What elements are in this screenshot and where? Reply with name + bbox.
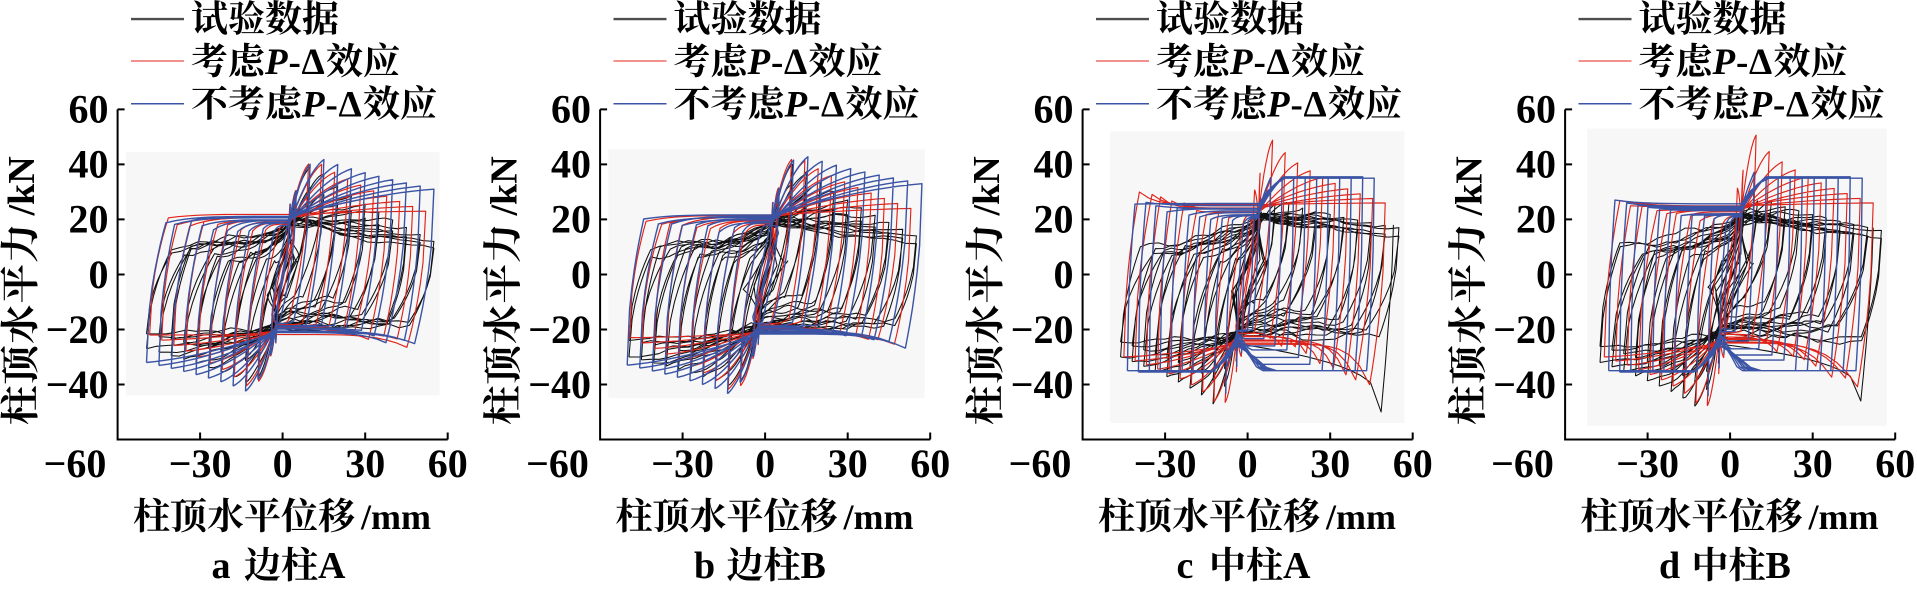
svg-text:40: 40 xyxy=(1516,142,1556,187)
svg-text:-: - xyxy=(1291,85,1303,126)
svg-text:0: 0 xyxy=(571,252,591,297)
svg-text:A: A xyxy=(318,545,346,587)
svg-text:Δ: Δ xyxy=(821,85,844,126)
svg-text:−60: −60 xyxy=(1009,441,1072,486)
svg-text:P: P xyxy=(1712,42,1736,83)
svg-text:30: 30 xyxy=(1793,441,1833,486)
svg-text:P: P xyxy=(784,85,808,126)
svg-text:/mm: /mm xyxy=(1325,497,1396,537)
svg-text:−40: −40 xyxy=(528,362,591,407)
svg-text:20: 20 xyxy=(1034,197,1074,242)
svg-text:P: P xyxy=(1229,42,1253,83)
svg-text:−60: −60 xyxy=(1491,441,1554,486)
svg-text:−30: −30 xyxy=(1616,441,1679,486)
svg-text:−30: −30 xyxy=(651,441,714,486)
svg-text:30: 30 xyxy=(1310,441,1350,486)
svg-text:30: 30 xyxy=(345,441,385,486)
svg-text:d: d xyxy=(1659,545,1680,587)
svg-text:60: 60 xyxy=(69,87,109,132)
svg-text:−20: −20 xyxy=(528,307,591,352)
svg-text:A: A xyxy=(1283,545,1311,587)
svg-text:a: a xyxy=(212,545,231,587)
svg-text:Δ: Δ xyxy=(302,42,325,83)
svg-text:0: 0 xyxy=(89,252,109,297)
svg-text:−40: −40 xyxy=(1493,362,1556,407)
svg-text:0: 0 xyxy=(1054,252,1074,297)
svg-text:40: 40 xyxy=(551,142,591,187)
svg-text:20: 20 xyxy=(551,197,591,242)
svg-text:−40: −40 xyxy=(46,362,109,407)
svg-text:20: 20 xyxy=(69,197,109,242)
svg-text:b: b xyxy=(694,545,715,587)
svg-text:-: - xyxy=(1736,42,1748,83)
svg-text:P: P xyxy=(1266,85,1290,126)
svg-text:Δ: Δ xyxy=(1749,42,1772,83)
svg-text:c: c xyxy=(1177,545,1194,587)
svg-text:/kN: /kN xyxy=(484,156,526,216)
svg-text:Δ: Δ xyxy=(784,42,807,83)
svg-text:−60: −60 xyxy=(44,441,107,486)
svg-text:-: - xyxy=(808,85,820,126)
svg-text:Δ: Δ xyxy=(1786,85,1809,126)
svg-text:60: 60 xyxy=(551,87,591,132)
svg-text:60: 60 xyxy=(1393,441,1433,486)
svg-text:−20: −20 xyxy=(1493,307,1556,352)
svg-text:20: 20 xyxy=(1516,197,1556,242)
svg-text:0: 0 xyxy=(1238,441,1258,486)
svg-text:0: 0 xyxy=(1536,252,1556,297)
svg-text:Δ: Δ xyxy=(339,85,362,126)
svg-text:-: - xyxy=(1773,85,1785,126)
svg-text:40: 40 xyxy=(1034,142,1074,187)
svg-text:/mm: /mm xyxy=(360,497,431,537)
svg-text:60: 60 xyxy=(910,441,950,486)
svg-text:/kN: /kN xyxy=(1449,156,1491,216)
svg-text:P: P xyxy=(747,42,771,83)
svg-text:−20: −20 xyxy=(1011,307,1074,352)
svg-text:−60: −60 xyxy=(526,441,589,486)
svg-text:-: - xyxy=(326,85,338,126)
svg-text:−20: −20 xyxy=(46,307,109,352)
svg-text:30: 30 xyxy=(828,441,868,486)
svg-text:0: 0 xyxy=(1720,441,1740,486)
svg-text:/mm: /mm xyxy=(843,497,914,537)
svg-text:/kN: /kN xyxy=(1,156,43,216)
svg-text:−40: −40 xyxy=(1011,362,1074,407)
svg-text:0: 0 xyxy=(273,441,293,486)
svg-text:40: 40 xyxy=(69,142,109,187)
svg-text:Δ: Δ xyxy=(1267,42,1290,83)
svg-text:/mm: /mm xyxy=(1808,497,1879,537)
svg-text:60: 60 xyxy=(428,441,468,486)
svg-text:/kN: /kN xyxy=(966,156,1008,216)
svg-text:P: P xyxy=(264,42,288,83)
svg-text:−30: −30 xyxy=(169,441,232,486)
svg-text:P: P xyxy=(301,85,325,126)
svg-text:60: 60 xyxy=(1875,441,1915,486)
svg-text:Δ: Δ xyxy=(1304,85,1327,126)
svg-text:60: 60 xyxy=(1034,87,1074,132)
svg-text:P: P xyxy=(1749,85,1773,126)
svg-text:-: - xyxy=(289,42,301,83)
svg-text:0: 0 xyxy=(755,441,775,486)
svg-text:−30: −30 xyxy=(1134,441,1197,486)
svg-text:60: 60 xyxy=(1516,87,1556,132)
svg-text:B: B xyxy=(801,545,826,587)
svg-text:B: B xyxy=(1766,545,1791,587)
svg-text:-: - xyxy=(1254,42,1266,83)
svg-text:-: - xyxy=(771,42,783,83)
